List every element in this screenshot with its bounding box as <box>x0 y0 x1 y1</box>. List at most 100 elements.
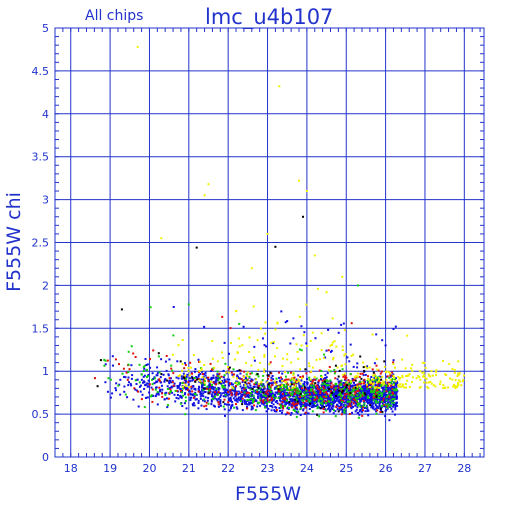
data-point <box>394 366 396 369</box>
data-point <box>193 396 195 399</box>
data-point <box>239 392 241 395</box>
data-point <box>277 391 280 394</box>
data-point <box>340 413 343 416</box>
data-point <box>262 401 265 404</box>
data-point <box>391 388 394 391</box>
data-point <box>262 337 264 340</box>
data-point <box>184 364 187 366</box>
data-point <box>249 380 252 382</box>
data-point <box>326 386 329 389</box>
data-point <box>378 379 380 382</box>
data-point <box>323 383 326 385</box>
data-point <box>329 370 332 373</box>
data-point <box>186 373 189 376</box>
data-point <box>313 386 316 389</box>
data-point <box>448 362 451 365</box>
data-point <box>345 393 348 395</box>
data-point <box>316 389 319 392</box>
data-point <box>324 408 327 411</box>
data-point <box>229 407 232 410</box>
data-point <box>376 385 379 388</box>
data-point <box>191 372 194 375</box>
data-point <box>258 390 261 393</box>
data-point <box>130 345 133 348</box>
data-point <box>207 392 210 395</box>
data-point <box>316 407 319 410</box>
data-point <box>225 391 228 394</box>
data-point <box>201 376 204 379</box>
data-point <box>275 387 278 390</box>
data-point <box>289 393 292 396</box>
data-point <box>211 386 214 389</box>
data-point <box>322 411 325 414</box>
data-point <box>266 402 268 405</box>
data-point <box>285 386 288 389</box>
data-point <box>350 380 353 383</box>
data-point <box>307 404 310 407</box>
data-point <box>358 402 361 405</box>
data-point <box>392 359 395 362</box>
data-point <box>399 385 402 388</box>
data-point <box>354 386 357 389</box>
data-point <box>237 396 240 399</box>
data-point <box>180 396 183 399</box>
data-point <box>373 362 376 365</box>
data-point <box>187 370 190 373</box>
data-point <box>228 378 231 381</box>
data-point <box>211 387 213 390</box>
data-point <box>301 388 303 391</box>
data-point <box>235 397 238 400</box>
data-point <box>247 393 250 396</box>
data-point <box>249 372 252 375</box>
y-tick-label: 4 <box>42 108 49 121</box>
data-point <box>221 351 223 354</box>
data-point <box>130 377 133 380</box>
data-point <box>238 399 241 402</box>
data-point <box>397 384 400 387</box>
data-point <box>390 404 393 407</box>
data-point <box>345 376 348 379</box>
data-point <box>242 393 245 396</box>
data-point <box>383 360 386 363</box>
x-tick-label: 27 <box>418 462 432 475</box>
data-point <box>199 373 202 375</box>
data-point <box>331 393 334 396</box>
data-point <box>289 379 292 382</box>
x-tick-label: 21 <box>182 462 196 475</box>
data-point <box>193 395 196 398</box>
data-point <box>280 378 283 381</box>
data-point <box>142 366 145 369</box>
data-point <box>256 373 259 376</box>
data-point <box>287 383 289 386</box>
data-point <box>361 381 364 384</box>
data-point <box>163 379 166 382</box>
data-point <box>124 376 127 379</box>
data-point <box>244 387 247 390</box>
data-point <box>342 375 345 378</box>
data-point <box>348 387 351 390</box>
data-point <box>435 371 437 373</box>
data-point <box>418 386 421 389</box>
data-point <box>137 390 139 393</box>
data-point <box>227 366 229 368</box>
data-point <box>403 386 406 389</box>
data-point <box>143 406 146 409</box>
data-point <box>172 372 175 375</box>
data-point <box>316 287 319 290</box>
data-point <box>322 408 325 410</box>
data-point <box>163 398 166 401</box>
data-point <box>99 359 102 362</box>
data-point <box>372 374 375 377</box>
data-point <box>253 389 256 392</box>
data-point <box>340 395 343 397</box>
data-point <box>405 375 408 377</box>
data-point <box>289 385 292 388</box>
data-point <box>325 395 328 398</box>
data-point <box>317 381 320 384</box>
data-point <box>146 375 149 378</box>
data-point <box>368 366 371 369</box>
data-point <box>297 399 300 401</box>
data-point <box>423 381 426 384</box>
data-point <box>323 391 326 394</box>
data-point <box>299 414 302 416</box>
